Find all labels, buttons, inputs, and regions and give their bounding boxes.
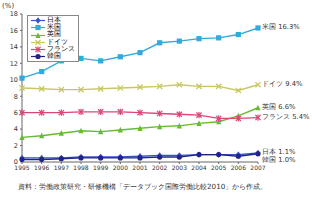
- html-text:英国: 英国: [47, 30, 61, 39]
- svg-text:0: 0: [14, 158, 18, 166]
- html-text:日本: 日本: [47, 16, 61, 24]
- svg-text:10: 10: [10, 76, 18, 84]
- svg-text:2007: 2007: [250, 164, 265, 171]
- html-text:韓国 1.0%: 韓国 1.0%: [262, 156, 296, 165]
- html-text:韓国: 韓国: [47, 52, 61, 60]
- svg-text:16: 16: [10, 27, 18, 35]
- html-text:英国 6.6%: 英国 6.6%: [262, 103, 296, 112]
- svg-text:1998: 1998: [73, 164, 88, 171]
- svg-text:2001: 2001: [132, 164, 147, 171]
- html-text:米国 16.3%: 米国 16.3%: [262, 23, 300, 32]
- svg-text:4: 4: [14, 125, 18, 133]
- html-text:ドイツ: ドイツ: [47, 37, 68, 46]
- html-text:ドイツ 9.4%: ドイツ 9.4%: [262, 80, 303, 89]
- html-text:米国: 米国: [47, 23, 61, 32]
- html-text:資料：労働政策研究・研修機構「データブック国際労働比較201: 資料：労働政策研究・研修機構「データブック国際労働比較2010」から作成。: [18, 182, 268, 191]
- svg-text:2006: 2006: [231, 164, 246, 171]
- svg-text:14: 14: [10, 43, 18, 51]
- svg-text:1996: 1996: [34, 164, 49, 171]
- svg-text:2: 2: [14, 142, 18, 150]
- html-text:日本 1.1%: 日本 1.1%: [262, 148, 296, 157]
- svg-text:2005: 2005: [211, 164, 226, 171]
- svg-text:6: 6: [14, 109, 18, 117]
- svg-text:1995: 1995: [14, 164, 30, 172]
- svg-text:12: 12: [10, 60, 18, 68]
- svg-text:2003: 2003: [172, 164, 187, 171]
- svg-text:2004: 2004: [191, 164, 206, 171]
- svg-text:1997: 1997: [54, 164, 69, 171]
- svg-text:1999: 1999: [93, 164, 108, 171]
- html-text:フランス 5.4%: フランス 5.4%: [262, 113, 310, 122]
- svg-text:2002: 2002: [152, 164, 167, 171]
- html-text:フランス: フランス: [47, 44, 75, 53]
- svg-text:2000: 2000: [113, 164, 128, 171]
- svg-text:8: 8: [14, 93, 18, 101]
- svg-text:18: 18: [10, 10, 18, 18]
